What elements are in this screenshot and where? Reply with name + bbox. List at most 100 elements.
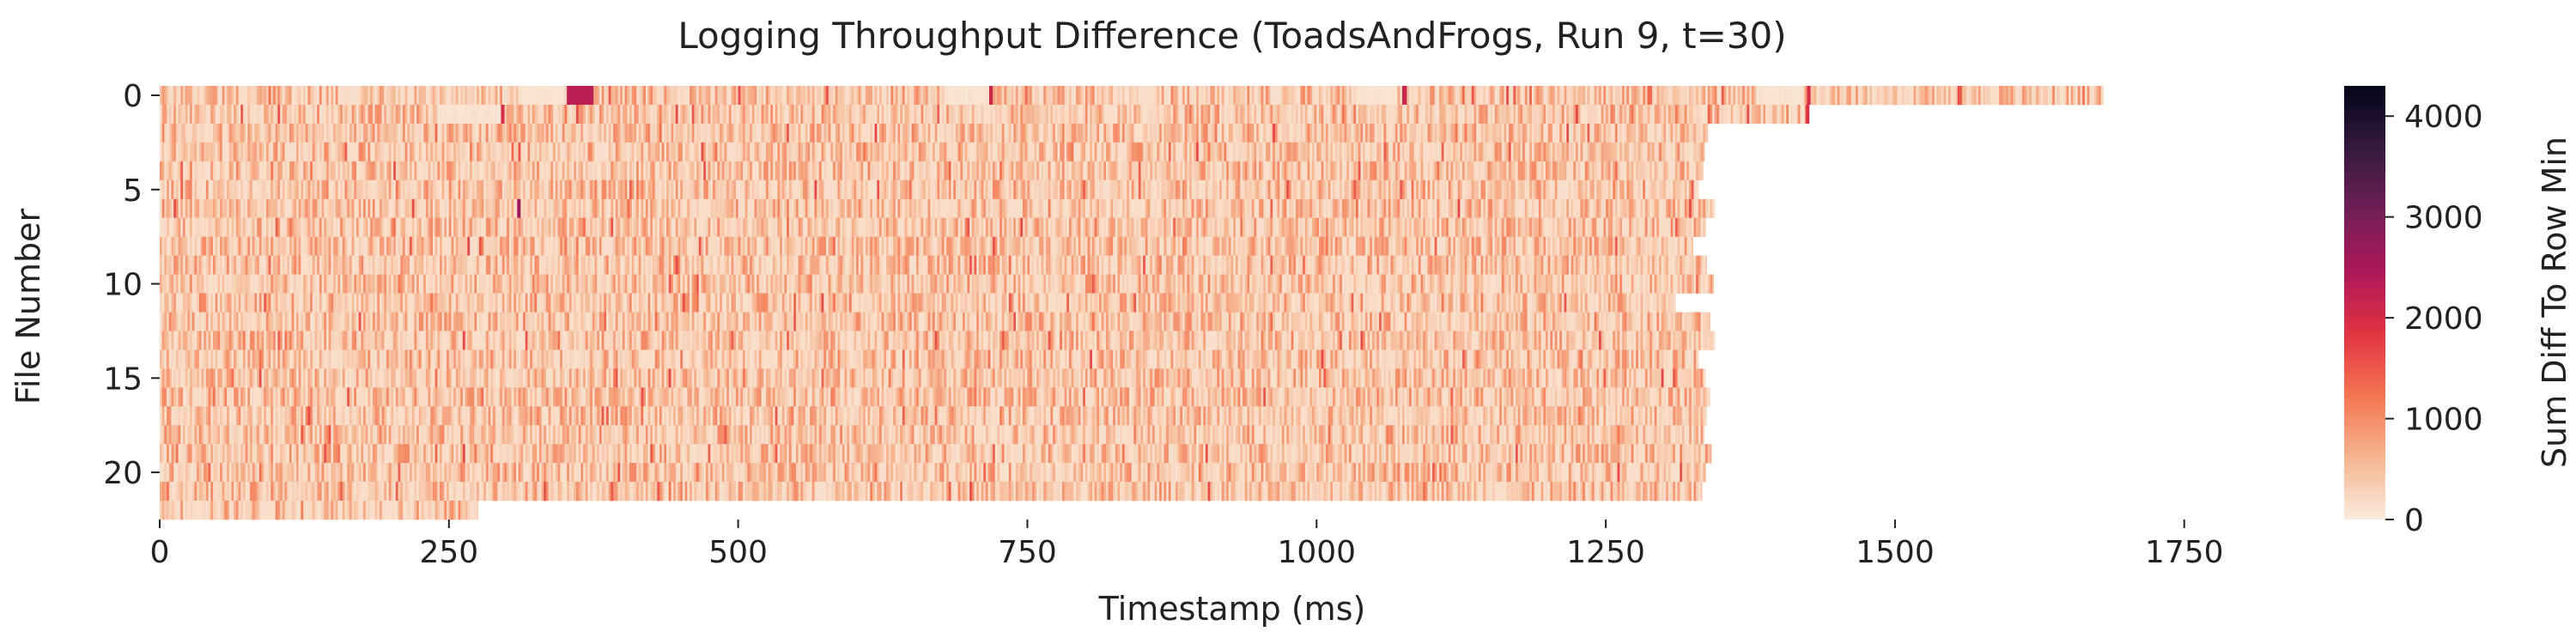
heatmap-cell xyxy=(1258,142,1262,162)
heatmap-cell xyxy=(964,198,968,218)
heatmap-cell xyxy=(1363,161,1366,181)
heatmap-cell xyxy=(351,123,355,143)
heatmap-cell xyxy=(197,161,200,181)
heatmap-cell xyxy=(1626,104,1630,125)
heatmap-cell xyxy=(1457,198,1461,218)
heatmap-cell xyxy=(1527,142,1530,162)
heatmap-cell xyxy=(1242,198,1246,218)
heatmap-cell xyxy=(1680,142,1683,162)
heatmap-cell xyxy=(328,179,331,200)
heatmap-cell xyxy=(314,198,318,218)
heatmap-cell xyxy=(1980,86,1984,106)
heatmap-cell xyxy=(793,198,797,218)
heatmap-cell xyxy=(1340,123,1343,143)
heatmap-cell xyxy=(1296,86,1299,106)
heatmap-cell xyxy=(564,161,568,181)
heatmap-cell xyxy=(164,123,167,143)
heatmap-cell xyxy=(282,104,286,125)
heatmap-cell xyxy=(1371,123,1376,143)
heatmap-cell xyxy=(1540,104,1544,125)
heatmap-cell xyxy=(1689,161,1692,181)
heatmap-cell xyxy=(1117,142,1121,162)
heatmap-cell xyxy=(1543,123,1546,143)
heatmap-cell xyxy=(841,86,846,106)
heatmap-cell xyxy=(999,123,1003,143)
heatmap-cell xyxy=(532,179,536,200)
heatmap-cell xyxy=(507,123,510,143)
heatmap-cell xyxy=(1383,123,1387,143)
heatmap-cell xyxy=(684,104,688,125)
heatmap-cell xyxy=(1198,86,1202,106)
heatmap-cell xyxy=(305,104,309,125)
heatmap-cell xyxy=(1531,161,1535,181)
heatmap-cell xyxy=(1643,86,1646,106)
heatmap-cell xyxy=(1371,179,1376,200)
heatmap-cell xyxy=(222,123,226,143)
heatmap-cell xyxy=(835,198,839,218)
heatmap-cell xyxy=(1647,104,1650,125)
heatmap-cell xyxy=(957,142,961,162)
heatmap-cell xyxy=(731,104,734,125)
heatmap-cell xyxy=(1261,179,1264,200)
heatmap-cell xyxy=(1492,142,1496,162)
heatmap-cell xyxy=(920,161,924,181)
heatmap-cell xyxy=(1303,198,1306,218)
heatmap-cell xyxy=(1446,161,1449,181)
heatmap-cell xyxy=(724,86,727,106)
heatmap-cell xyxy=(1564,104,1567,125)
heatmap-cell xyxy=(1441,86,1445,106)
heatmap-cell xyxy=(161,161,165,181)
heatmap-cell xyxy=(863,86,866,106)
heatmap-cell xyxy=(1651,198,1656,218)
heatmap-cell xyxy=(1247,179,1250,200)
heatmap-cell xyxy=(1057,123,1060,143)
heatmap-cell xyxy=(1583,86,1586,106)
heatmap-cell xyxy=(474,179,477,200)
heatmap-cell xyxy=(333,142,337,162)
heatmap-cell xyxy=(1166,142,1170,162)
heatmap-cell xyxy=(805,161,809,181)
heatmap-cell xyxy=(1151,123,1156,143)
heatmap-cell xyxy=(594,179,598,200)
heatmap-cell xyxy=(1221,179,1225,200)
heatmap-cell xyxy=(1341,179,1346,200)
heatmap-cell xyxy=(1483,179,1486,200)
heatmap-cell xyxy=(594,123,598,143)
heatmap-cell xyxy=(1024,161,1029,181)
heatmap-cell xyxy=(1811,86,1815,106)
heatmap-cell xyxy=(1700,161,1704,181)
heatmap-cell xyxy=(1221,198,1225,218)
heatmap-cell xyxy=(1309,142,1313,162)
heatmap-cell xyxy=(1177,104,1181,125)
heatmap-cell xyxy=(1557,123,1560,143)
heatmap-cell xyxy=(560,161,563,181)
heatmap-cell xyxy=(1689,86,1692,106)
heatmap-cell xyxy=(410,161,413,181)
heatmap-cell xyxy=(1397,198,1400,218)
heatmap-cell xyxy=(1473,142,1477,162)
heatmap-cell xyxy=(1293,142,1297,162)
heatmap-cell xyxy=(1536,198,1540,218)
heatmap-cell xyxy=(1589,104,1593,125)
heatmap-cell xyxy=(717,104,720,125)
heatmap-cell xyxy=(1207,86,1211,106)
heatmap-cell xyxy=(1175,161,1179,181)
heatmap-cell xyxy=(691,198,696,218)
heatmap-cell xyxy=(1566,142,1570,162)
heatmap-cell xyxy=(280,104,283,125)
heatmap-cell xyxy=(1573,104,1577,125)
heatmap-cell xyxy=(909,123,913,143)
heatmap-cell xyxy=(1196,198,1200,218)
heatmap-cell xyxy=(324,179,327,200)
heatmap-cell xyxy=(168,161,173,181)
heatmap-cell xyxy=(1120,161,1123,181)
heatmap-cell xyxy=(1531,123,1535,143)
heatmap-cell xyxy=(437,86,440,106)
heatmap-cell xyxy=(478,161,483,181)
heatmap-cell xyxy=(240,123,244,143)
heatmap-cell xyxy=(243,86,246,106)
heatmap-cell xyxy=(1552,179,1556,200)
heatmap-cell xyxy=(659,198,663,218)
heatmap-cell xyxy=(1340,179,1343,200)
heatmap-cell xyxy=(881,142,884,162)
